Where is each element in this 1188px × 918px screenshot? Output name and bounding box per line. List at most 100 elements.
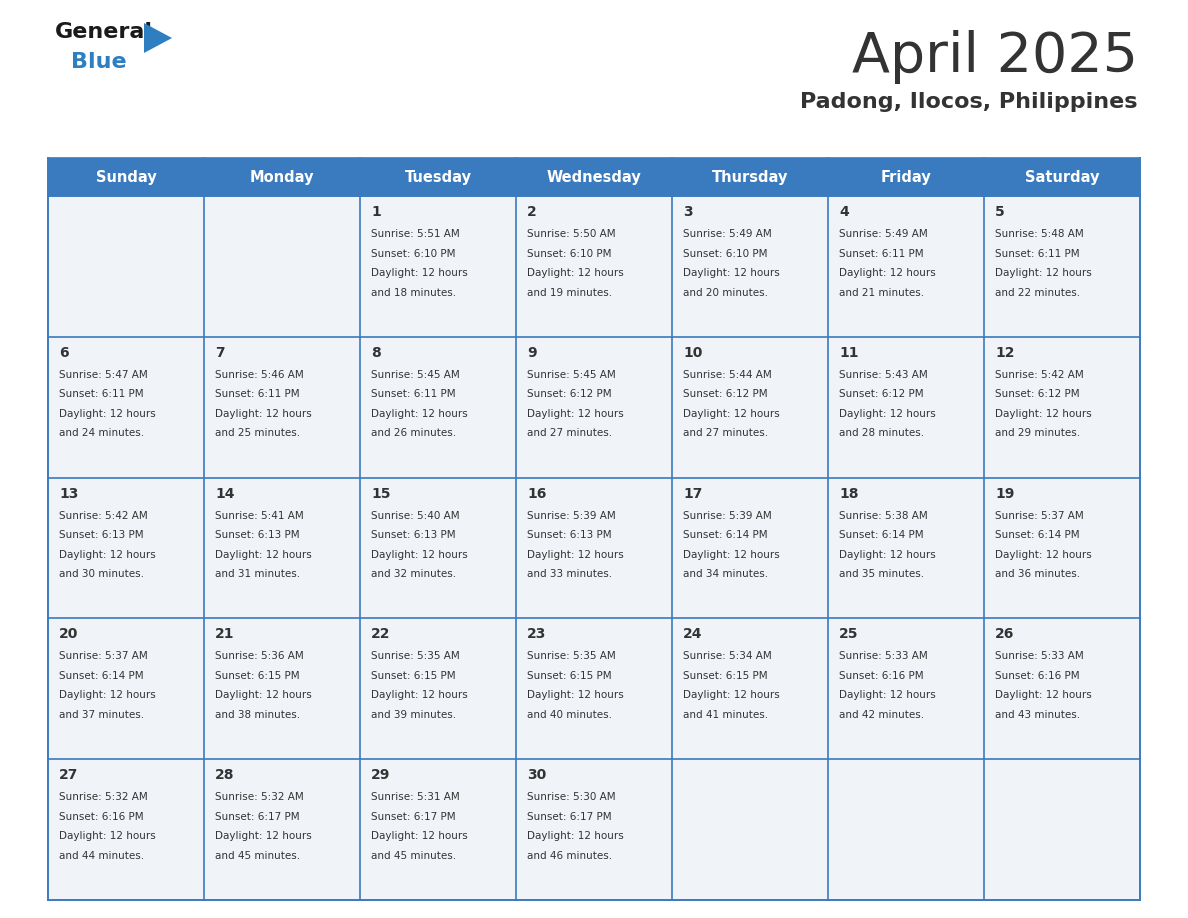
Text: and 34 minutes.: and 34 minutes. — [683, 569, 769, 579]
Text: Daylight: 12 hours: Daylight: 12 hours — [996, 409, 1092, 419]
Text: Sunrise: 5:39 AM: Sunrise: 5:39 AM — [527, 510, 615, 521]
Text: Thursday: Thursday — [712, 170, 788, 185]
Text: Daylight: 12 hours: Daylight: 12 hours — [527, 268, 624, 278]
Text: and 27 minutes.: and 27 minutes. — [527, 429, 612, 438]
Text: Sunset: 6:17 PM: Sunset: 6:17 PM — [215, 812, 299, 822]
Bar — [360, 759, 516, 900]
Text: 17: 17 — [683, 487, 702, 500]
Text: 3: 3 — [683, 205, 693, 219]
Bar — [204, 619, 360, 759]
Bar — [48, 619, 204, 759]
Bar — [828, 337, 984, 477]
Text: 18: 18 — [839, 487, 859, 500]
Text: Sunrise: 5:46 AM: Sunrise: 5:46 AM — [215, 370, 304, 380]
Text: and 24 minutes.: and 24 minutes. — [59, 429, 144, 438]
Text: Daylight: 12 hours: Daylight: 12 hours — [215, 550, 311, 560]
Text: Sunrise: 5:42 AM: Sunrise: 5:42 AM — [996, 370, 1083, 380]
Text: Sunset: 6:16 PM: Sunset: 6:16 PM — [59, 812, 144, 822]
Text: Sunset: 6:12 PM: Sunset: 6:12 PM — [683, 389, 767, 399]
Bar — [828, 619, 984, 759]
Text: Sunrise: 5:40 AM: Sunrise: 5:40 AM — [371, 510, 460, 521]
Bar — [48, 477, 204, 619]
Bar — [984, 337, 1140, 477]
Text: 5: 5 — [996, 205, 1005, 219]
Text: Sunrise: 5:38 AM: Sunrise: 5:38 AM — [839, 510, 928, 521]
Text: Sunset: 6:11 PM: Sunset: 6:11 PM — [839, 249, 923, 259]
Bar — [48, 158, 1140, 196]
Text: and 35 minutes.: and 35 minutes. — [839, 569, 924, 579]
Bar — [360, 196, 516, 337]
Text: Sunrise: 5:51 AM: Sunrise: 5:51 AM — [371, 229, 460, 239]
Text: Sunset: 6:13 PM: Sunset: 6:13 PM — [371, 530, 456, 540]
Bar — [516, 477, 672, 619]
Text: Daylight: 12 hours: Daylight: 12 hours — [59, 690, 156, 700]
Bar — [828, 477, 984, 619]
Text: Daylight: 12 hours: Daylight: 12 hours — [371, 831, 468, 841]
Text: Sunset: 6:11 PM: Sunset: 6:11 PM — [59, 389, 144, 399]
Text: Daylight: 12 hours: Daylight: 12 hours — [527, 550, 624, 560]
Text: Sunset: 6:14 PM: Sunset: 6:14 PM — [59, 671, 144, 681]
Text: Sunrise: 5:32 AM: Sunrise: 5:32 AM — [59, 792, 147, 802]
Bar — [360, 337, 516, 477]
Text: Daylight: 12 hours: Daylight: 12 hours — [371, 550, 468, 560]
Text: Daylight: 12 hours: Daylight: 12 hours — [839, 268, 936, 278]
Text: 16: 16 — [527, 487, 546, 500]
Text: 2: 2 — [527, 205, 537, 219]
Text: Sunset: 6:13 PM: Sunset: 6:13 PM — [527, 530, 612, 540]
Text: Sunset: 6:14 PM: Sunset: 6:14 PM — [996, 530, 1080, 540]
Text: 9: 9 — [527, 346, 537, 360]
Text: 13: 13 — [59, 487, 78, 500]
Text: and 31 minutes.: and 31 minutes. — [215, 569, 301, 579]
Bar — [516, 619, 672, 759]
Text: Daylight: 12 hours: Daylight: 12 hours — [683, 690, 779, 700]
Text: Sunset: 6:12 PM: Sunset: 6:12 PM — [527, 389, 612, 399]
Bar — [48, 337, 204, 477]
Text: Sunrise: 5:45 AM: Sunrise: 5:45 AM — [527, 370, 615, 380]
Text: Daylight: 12 hours: Daylight: 12 hours — [683, 409, 779, 419]
Text: Blue: Blue — [71, 52, 127, 72]
Bar — [516, 196, 672, 337]
Text: and 21 minutes.: and 21 minutes. — [839, 287, 924, 297]
Bar — [360, 619, 516, 759]
Text: and 37 minutes.: and 37 minutes. — [59, 710, 144, 720]
Text: Sunset: 6:16 PM: Sunset: 6:16 PM — [996, 671, 1080, 681]
Text: 20: 20 — [59, 627, 78, 642]
Text: and 38 minutes.: and 38 minutes. — [215, 710, 301, 720]
Bar — [204, 759, 360, 900]
Text: Friday: Friday — [880, 170, 931, 185]
Text: Sunrise: 5:36 AM: Sunrise: 5:36 AM — [215, 652, 304, 661]
Bar — [204, 337, 360, 477]
Text: Wednesday: Wednesday — [546, 170, 642, 185]
Text: and 33 minutes.: and 33 minutes. — [527, 569, 612, 579]
Text: 10: 10 — [683, 346, 702, 360]
Bar — [360, 477, 516, 619]
Text: Sunrise: 5:42 AM: Sunrise: 5:42 AM — [59, 510, 147, 521]
Bar — [48, 196, 204, 337]
Text: Sunrise: 5:50 AM: Sunrise: 5:50 AM — [527, 229, 615, 239]
Text: General: General — [55, 22, 153, 42]
Text: 14: 14 — [215, 487, 234, 500]
Text: and 27 minutes.: and 27 minutes. — [683, 429, 769, 438]
Text: Sunset: 6:15 PM: Sunset: 6:15 PM — [527, 671, 612, 681]
Text: and 42 minutes.: and 42 minutes. — [839, 710, 924, 720]
Text: Sunset: 6:13 PM: Sunset: 6:13 PM — [59, 530, 144, 540]
Text: Sunrise: 5:33 AM: Sunrise: 5:33 AM — [996, 652, 1083, 661]
Text: Tuesday: Tuesday — [404, 170, 472, 185]
Text: Sunrise: 5:43 AM: Sunrise: 5:43 AM — [839, 370, 928, 380]
Text: Daylight: 12 hours: Daylight: 12 hours — [215, 409, 311, 419]
Text: Padong, Ilocos, Philippines: Padong, Ilocos, Philippines — [801, 92, 1138, 112]
Text: Daylight: 12 hours: Daylight: 12 hours — [371, 409, 468, 419]
Text: Daylight: 12 hours: Daylight: 12 hours — [839, 550, 936, 560]
Text: and 32 minutes.: and 32 minutes. — [371, 569, 456, 579]
Text: 23: 23 — [527, 627, 546, 642]
Text: and 25 minutes.: and 25 minutes. — [215, 429, 301, 438]
Text: and 36 minutes.: and 36 minutes. — [996, 569, 1080, 579]
Text: Daylight: 12 hours: Daylight: 12 hours — [996, 690, 1092, 700]
Bar — [204, 477, 360, 619]
Text: and 45 minutes.: and 45 minutes. — [215, 851, 301, 861]
Text: Sunrise: 5:31 AM: Sunrise: 5:31 AM — [371, 792, 460, 802]
Text: April 2025: April 2025 — [852, 30, 1138, 84]
Text: and 39 minutes.: and 39 minutes. — [371, 710, 456, 720]
Text: Sunrise: 5:35 AM: Sunrise: 5:35 AM — [371, 652, 460, 661]
Text: Sunrise: 5:39 AM: Sunrise: 5:39 AM — [683, 510, 772, 521]
